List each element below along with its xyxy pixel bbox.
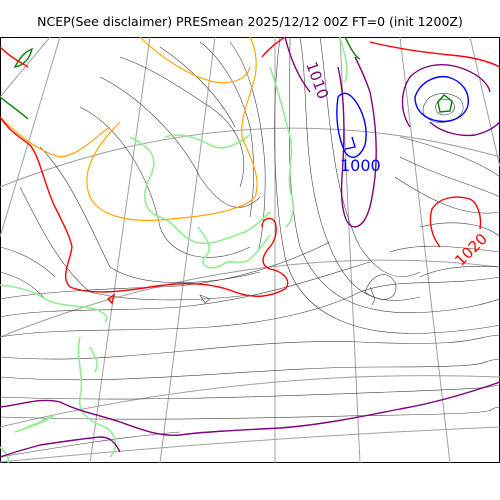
thin-isobars (0, 37, 500, 458)
map-title: NCEP(See disclaimer) PRESmean 2025/12/12… (37, 14, 463, 29)
map-canvas: 1010 1000 1020 (0, 37, 500, 463)
orange-contour (0, 37, 258, 221)
isobar-label-1000: 1000 (340, 156, 381, 175)
coastline (0, 37, 348, 463)
isobar-1000 (336, 75, 469, 159)
isobar-1010 (0, 37, 500, 458)
map-border (0, 37, 500, 463)
pressure-map: 1010 1000 1020 (0, 37, 500, 463)
isobar-1020 (0, 37, 500, 305)
